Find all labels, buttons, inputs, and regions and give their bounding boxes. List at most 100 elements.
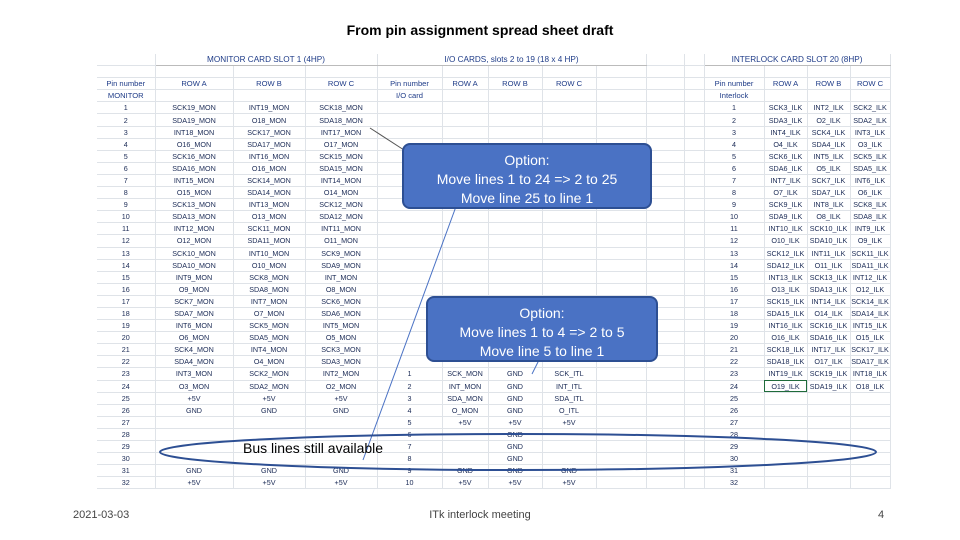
monitor-row-c-cell: SCK18_MON bbox=[305, 101, 378, 115]
ilk-row-c-cell: SCK2_ILK bbox=[850, 101, 891, 115]
empty-cell bbox=[684, 416, 705, 429]
ilk-row-b-cell bbox=[807, 428, 851, 442]
pin-number-header: Pin number bbox=[97, 77, 156, 91]
empty-cell bbox=[684, 113, 705, 127]
monitor-row-b-cell: INT19_MON bbox=[233, 101, 306, 115]
io-pin-number-cell: 4 bbox=[377, 404, 443, 417]
empty-cell bbox=[684, 319, 705, 333]
ilk-row-c-cell bbox=[850, 476, 891, 490]
monitor-row-b-cell: SCK8_MON bbox=[233, 271, 306, 284]
empty-cell bbox=[596, 113, 647, 127]
monitor-row-c-cell: +5V bbox=[305, 476, 378, 490]
ilk-row-b-cell: SCK16_ILK bbox=[807, 319, 851, 333]
table-row: 2 SDA19_MON O18_MON SDA18_MON 2 SDA3_ILK O2_IL… bbox=[97, 113, 891, 127]
ilk-row-a-cell: SCK9_ILK bbox=[764, 198, 808, 212]
io-row-b-cell: GND bbox=[488, 452, 543, 466]
pin-number-cell: 23 bbox=[97, 367, 156, 381]
monitor-row-a-cell: SDA4_MON bbox=[155, 355, 234, 369]
ilk-pin-number-cell: 5 bbox=[704, 150, 765, 163]
empty-cell bbox=[596, 234, 647, 248]
table-row: 26 GND GND GND 4 O_MON GND O_ITL 26 bbox=[97, 404, 891, 417]
empty-cell bbox=[684, 222, 705, 236]
table-row: 23 INT3_MON SCK2_MON INT2_MON 1 SCK_MON GND SCK… bbox=[97, 367, 891, 381]
ilk-row-b-cell: SDA7_ILK bbox=[807, 186, 851, 200]
table-row: 32 +5V +5V +5V 10 +5V +5V +5V 32 bbox=[97, 476, 891, 490]
ilk-row-a-cell bbox=[764, 464, 808, 478]
io-pin-number-cell bbox=[377, 222, 443, 236]
monitor-row-a-cell: INT3_MON bbox=[155, 367, 234, 381]
footer-date: 2021-03-03 bbox=[73, 509, 130, 521]
monitor-row-c-cell: SCK15_MON bbox=[305, 150, 378, 163]
table-row: 15 INT9_MON SCK8_MON INT_MON 15 INT13_ILK SCK1… bbox=[97, 271, 891, 284]
pin-number-cell: 30 bbox=[97, 452, 156, 466]
ilk-row-a-cell: SDA9_ILK bbox=[764, 210, 808, 224]
ilk-row-a-cell: SDA15_ILK bbox=[764, 307, 808, 321]
ilk-pin-number-cell: 17 bbox=[704, 295, 765, 308]
footer-meeting: ITk interlock meeting bbox=[429, 509, 531, 521]
ilk-pin-number-cell: 26 bbox=[704, 404, 765, 417]
monitor-row-b-cell: INT16_MON bbox=[233, 150, 306, 163]
ilk-row-b-cell: SDA4_ILK bbox=[807, 138, 851, 151]
ilk-row-c-cell: SCK5_ILK bbox=[850, 150, 891, 163]
monitor-row-a-cell bbox=[155, 428, 234, 442]
io-pin-number-cell: 3 bbox=[377, 392, 443, 405]
table-row: 27 5 +5V +5V +5V 27 bbox=[97, 416, 891, 429]
empty-cell bbox=[684, 174, 705, 188]
io-row-a-cell bbox=[442, 259, 489, 272]
monitor-row-b-cell: O4_MON bbox=[233, 355, 306, 369]
monitor-row-b-cell: SCK14_MON bbox=[233, 174, 306, 188]
ilk-row-a-cell bbox=[764, 392, 808, 405]
monitor-row-c-cell: SDA3_MON bbox=[305, 355, 378, 369]
monitor-row-c-cell: O8_MON bbox=[305, 283, 378, 296]
empty-cell bbox=[646, 138, 685, 151]
monitor-row-b-cell: O7_MON bbox=[233, 307, 306, 321]
ilk-row-b-cell bbox=[807, 416, 851, 429]
pin-number-cell: 31 bbox=[97, 464, 156, 478]
monitor-row-c-cell: O17_MON bbox=[305, 138, 378, 151]
empty-cell bbox=[646, 101, 685, 115]
io-row-c-cell bbox=[542, 271, 597, 284]
ilk-row-b-cell: SCK19_ILK bbox=[807, 367, 851, 381]
io-pin-number-cell bbox=[377, 210, 443, 224]
ilk-row-a-cell bbox=[764, 476, 808, 490]
io-row-c-cell bbox=[542, 101, 597, 115]
ilk-row-c-cell: SCK17_ILK bbox=[850, 343, 891, 357]
ilk-row-c-cell: O6_ILK bbox=[850, 186, 891, 200]
empty-cell bbox=[596, 476, 647, 490]
ilk-row-c-cell bbox=[850, 428, 891, 442]
ilk-pin-number-cell: 1 bbox=[704, 101, 765, 115]
io-row-a-cell bbox=[442, 126, 489, 139]
io-row-a-cell: O_MON bbox=[442, 404, 489, 417]
empty-cell bbox=[596, 210, 647, 224]
empty-cell bbox=[596, 222, 647, 236]
io-row-b-cell bbox=[488, 234, 543, 248]
table-row: 25 +5V +5V +5V 3 SDA_MON GND SDA_ITL 25 bbox=[97, 392, 891, 405]
ilk-pin-number-cell: 3 bbox=[704, 126, 765, 139]
io-row-c-cell bbox=[542, 222, 597, 236]
table-row: 10 SDA13_MON O13_MON SDA12_MON 10 SDA9_ILK O8_… bbox=[97, 210, 891, 224]
monitor-row-b-cell: INT7_MON bbox=[233, 295, 306, 308]
pin-number-cell: 18 bbox=[97, 307, 156, 321]
table-row: 24 O3_MON SDA2_MON O2_MON 2 INT_MON GND INT_ITL… bbox=[97, 380, 891, 393]
empty-cell bbox=[684, 150, 705, 163]
ilk-pin-number-cell: 9 bbox=[704, 198, 765, 212]
monitor-row-b-cell: SDA2_MON bbox=[233, 380, 306, 393]
callout-option-io: Option: Move lines 1 to 4 => 2 to 5 Move… bbox=[426, 296, 658, 362]
ilk-row-a-cell: INT4_ILK bbox=[764, 126, 808, 139]
monitor-row-c-cell: GND bbox=[305, 404, 378, 417]
monitor-row-c-cell bbox=[305, 452, 378, 466]
monitor-row-c-cell: INT_MON bbox=[305, 271, 378, 284]
ilk-row-c-cell bbox=[850, 392, 891, 405]
monitor-row-c-cell: SDA15_MON bbox=[305, 162, 378, 175]
pin-number-cell: 6 bbox=[97, 162, 156, 175]
ilk-row-c-cell: INT15_ILK bbox=[850, 319, 891, 333]
io-row-b-cell: +5V bbox=[488, 416, 543, 429]
io-row-a-cell bbox=[442, 113, 489, 127]
ilk-row-a-cell: SCK15_ILK bbox=[764, 295, 808, 308]
io-pin-number-cell bbox=[377, 283, 443, 296]
io-pin-number-cell: 10 bbox=[377, 476, 443, 490]
ilk-row-a-cell: SCK12_ILK bbox=[764, 247, 808, 260]
io-row-b-cell: GND bbox=[488, 392, 543, 405]
empty-cell bbox=[684, 186, 705, 200]
table-row: 14 SDA10_MON O10_MON SDA9_MON 14 SDA12_ILK O11… bbox=[97, 259, 891, 272]
